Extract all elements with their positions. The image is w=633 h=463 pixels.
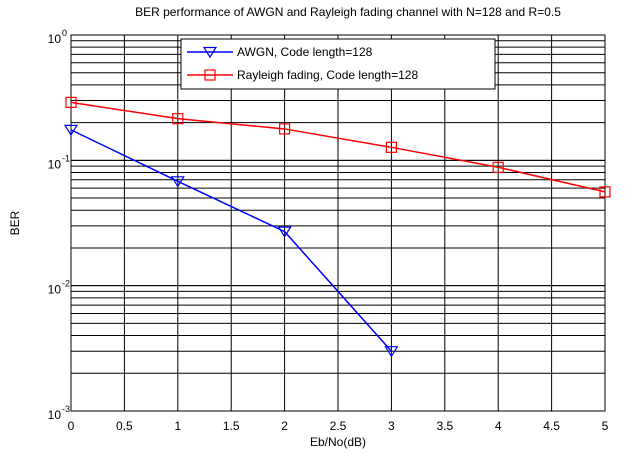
series-line <box>70 101 606 193</box>
plot-frame <box>70 34 606 412</box>
x-tick-label: 4 <box>495 419 502 433</box>
legend: AWGN, Code length=128 Rayleigh fading, Co… <box>180 38 496 90</box>
x-tick-label: 2.5 <box>330 419 347 433</box>
y-tick-base: 10 <box>48 32 62 46</box>
x-tick-label: 4.5 <box>543 419 560 433</box>
data-point <box>65 96 77 108</box>
legend-label: Rayleigh fading, Code length=128 <box>237 68 418 82</box>
y-tick-base: 10 <box>48 283 62 297</box>
y-tick-label: 10 -3 <box>48 404 70 422</box>
y-tick-exponent: -1 <box>62 153 70 163</box>
x-axis-label: Eb/No(dB) <box>310 435 366 449</box>
x-ticks: 0 0.5 1 1.5 2 2.5 3 3.5 4 4.5 5 <box>68 419 609 433</box>
x-tick-label: 1 <box>174 419 181 433</box>
legend-marker <box>204 69 216 81</box>
x-tick-label: 0.5 <box>116 419 133 433</box>
x-tick-label: 3.5 <box>436 419 453 433</box>
series-line <box>70 129 392 352</box>
x-tick-label: 1.5 <box>223 419 240 433</box>
data-point <box>279 123 291 135</box>
data-point <box>172 113 184 125</box>
data-point <box>385 141 397 153</box>
grid <box>71 35 605 411</box>
data-point <box>492 161 504 173</box>
data-point <box>63 124 79 137</box>
y-tick-label: 10 -1 <box>48 153 70 171</box>
legend-label: AWGN, Code length=128 <box>237 45 373 59</box>
data-point <box>599 186 611 198</box>
y-tick-exponent: 0 <box>62 28 67 38</box>
series-lines <box>63 96 611 358</box>
data-point <box>170 176 185 188</box>
x-tick-label: 2 <box>281 419 288 433</box>
legend-marker <box>202 46 218 59</box>
y-tick-label: 10 -2 <box>48 279 70 297</box>
legend-entry: Rayleigh fading, Code length=128 <box>187 68 418 82</box>
data-point <box>277 226 292 238</box>
y-tick-base: 10 <box>48 408 62 422</box>
x-tick-label: 3 <box>388 419 395 433</box>
series-0 <box>63 124 399 358</box>
x-tick-label: 5 <box>602 419 609 433</box>
y-tick-base: 10 <box>48 157 62 171</box>
chart-title: BER performance of AWGN and Rayleigh fad… <box>135 5 561 19</box>
y-tick-exponent: -2 <box>62 279 70 289</box>
y-axis-label: BER <box>8 210 22 235</box>
series-1 <box>65 96 611 198</box>
legend-box <box>180 38 496 90</box>
data-point <box>384 346 399 358</box>
y-tick-exponent: -3 <box>62 404 70 414</box>
x-tick-label: 0 <box>68 419 75 433</box>
legend-entry: AWGN, Code length=128 <box>187 45 373 59</box>
y-tick-label: 10 0 <box>48 28 67 46</box>
